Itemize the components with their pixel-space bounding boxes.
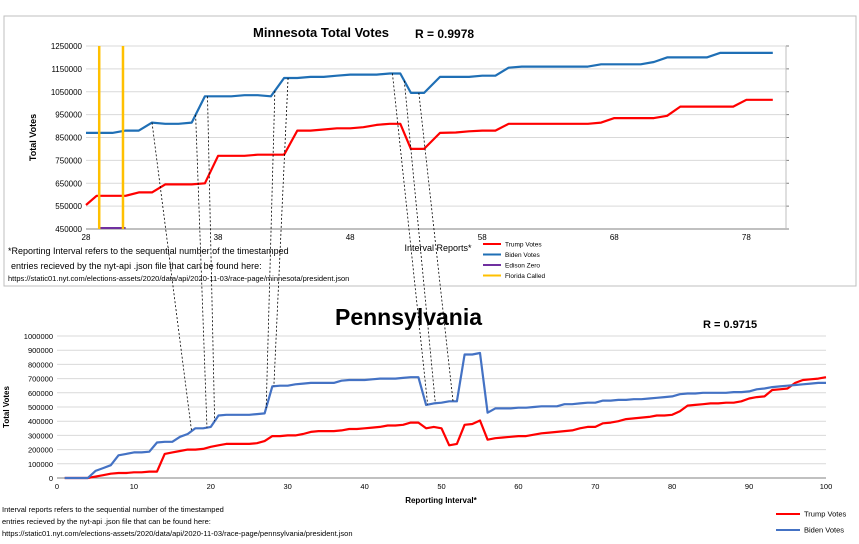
- pennsylvania-r-value: R = 0.9715: [703, 320, 757, 331]
- legend-label: Florida Called: [505, 273, 545, 280]
- minnesota-footnote-1: *Reporting Interval refers to the sequen…: [8, 247, 289, 256]
- pennsylvania-footnote-2: entries recieved by the nyt-api .json fi…: [2, 518, 211, 526]
- y-tick-label: 500000: [28, 403, 53, 412]
- pennsylvania-footnote-url: https://static01.nyt.com/elections-asset…: [2, 530, 353, 538]
- y-tick-label: 650000: [55, 179, 82, 188]
- x-tick-label: 10: [130, 482, 138, 491]
- y-tick-label: 450000: [55, 225, 82, 234]
- connector-line: [274, 78, 288, 386]
- x-tick-label: 100: [820, 482, 833, 491]
- y-axis-label: Total Votes: [2, 385, 11, 427]
- y-tick-label: 400000: [28, 417, 53, 426]
- minnesota-r-value: R = 0.9978: [415, 28, 474, 40]
- connector-line: [392, 73, 427, 404]
- y-tick-label: 0: [49, 474, 53, 483]
- minnesota-title: Minnesota Total Votes: [253, 26, 389, 39]
- x-tick-label: 50: [437, 482, 445, 491]
- y-tick-label: 1150000: [51, 65, 82, 74]
- legend-label: Edison Zero: [505, 263, 540, 270]
- y-tick-label: 1000000: [24, 332, 53, 341]
- connector-line: [196, 115, 207, 428]
- legend-label: Trump Votes: [505, 242, 542, 249]
- biden-votes-series-line: [65, 353, 826, 478]
- y-tick-label: 200000: [28, 446, 53, 455]
- x-tick-label: 40: [360, 482, 368, 491]
- legend-label: Biden Votes: [505, 252, 540, 259]
- pennsylvania-footnote-1: Interval reports refers to the sequentia…: [2, 506, 224, 514]
- x-tick-label: 0: [55, 482, 59, 491]
- legend-label: Trump Votes: [804, 510, 846, 519]
- y-tick-label: 1050000: [51, 88, 83, 97]
- minnesota-footnote-2: entries recieved by the nyt-api .json fi…: [11, 262, 262, 271]
- x-tick-label: 28: [82, 233, 91, 242]
- x-tick-label: 48: [346, 233, 355, 242]
- y-tick-label: 800000: [28, 360, 53, 369]
- x-tick-label: 70: [591, 482, 599, 491]
- y-tick-label: 100000: [28, 460, 53, 469]
- connector-line: [208, 96, 215, 421]
- y-tick-label: 950000: [55, 111, 82, 120]
- x-tick-label: 38: [214, 233, 223, 242]
- x-tick-label: 58: [478, 233, 487, 242]
- y-tick-label: 900000: [28, 346, 53, 355]
- y-tick-label: 850000: [55, 134, 82, 143]
- minnesota-footnote-url: https://static01.nyt.com/elections-asset…: [8, 275, 349, 283]
- y-tick-label: 550000: [55, 202, 82, 211]
- x-axis-label: Reporting Interval*: [405, 496, 477, 505]
- biden-votes-series-line: [86, 53, 773, 133]
- legend-label: Biden Votes: [804, 526, 844, 535]
- x-tick-label: 30: [284, 482, 292, 491]
- y-tick-label: 600000: [28, 389, 53, 398]
- y-tick-label: 300000: [28, 431, 53, 440]
- x-tick-label: 60: [514, 482, 522, 491]
- x-tick-label: 80: [668, 482, 676, 491]
- x-axis-label: Interval Reports*: [404, 243, 472, 253]
- x-tick-label: 20: [207, 482, 215, 491]
- y-tick-label: 1250000: [51, 42, 83, 51]
- y-tick-label: 750000: [55, 156, 82, 165]
- y-axis-label: Total Votes: [28, 114, 38, 161]
- x-tick-label: 68: [610, 233, 619, 242]
- x-tick-label: 78: [742, 233, 751, 242]
- x-tick-label: 90: [745, 482, 753, 491]
- y-tick-label: 700000: [28, 375, 53, 384]
- pennsylvania-title: Pennsylvania: [335, 306, 482, 329]
